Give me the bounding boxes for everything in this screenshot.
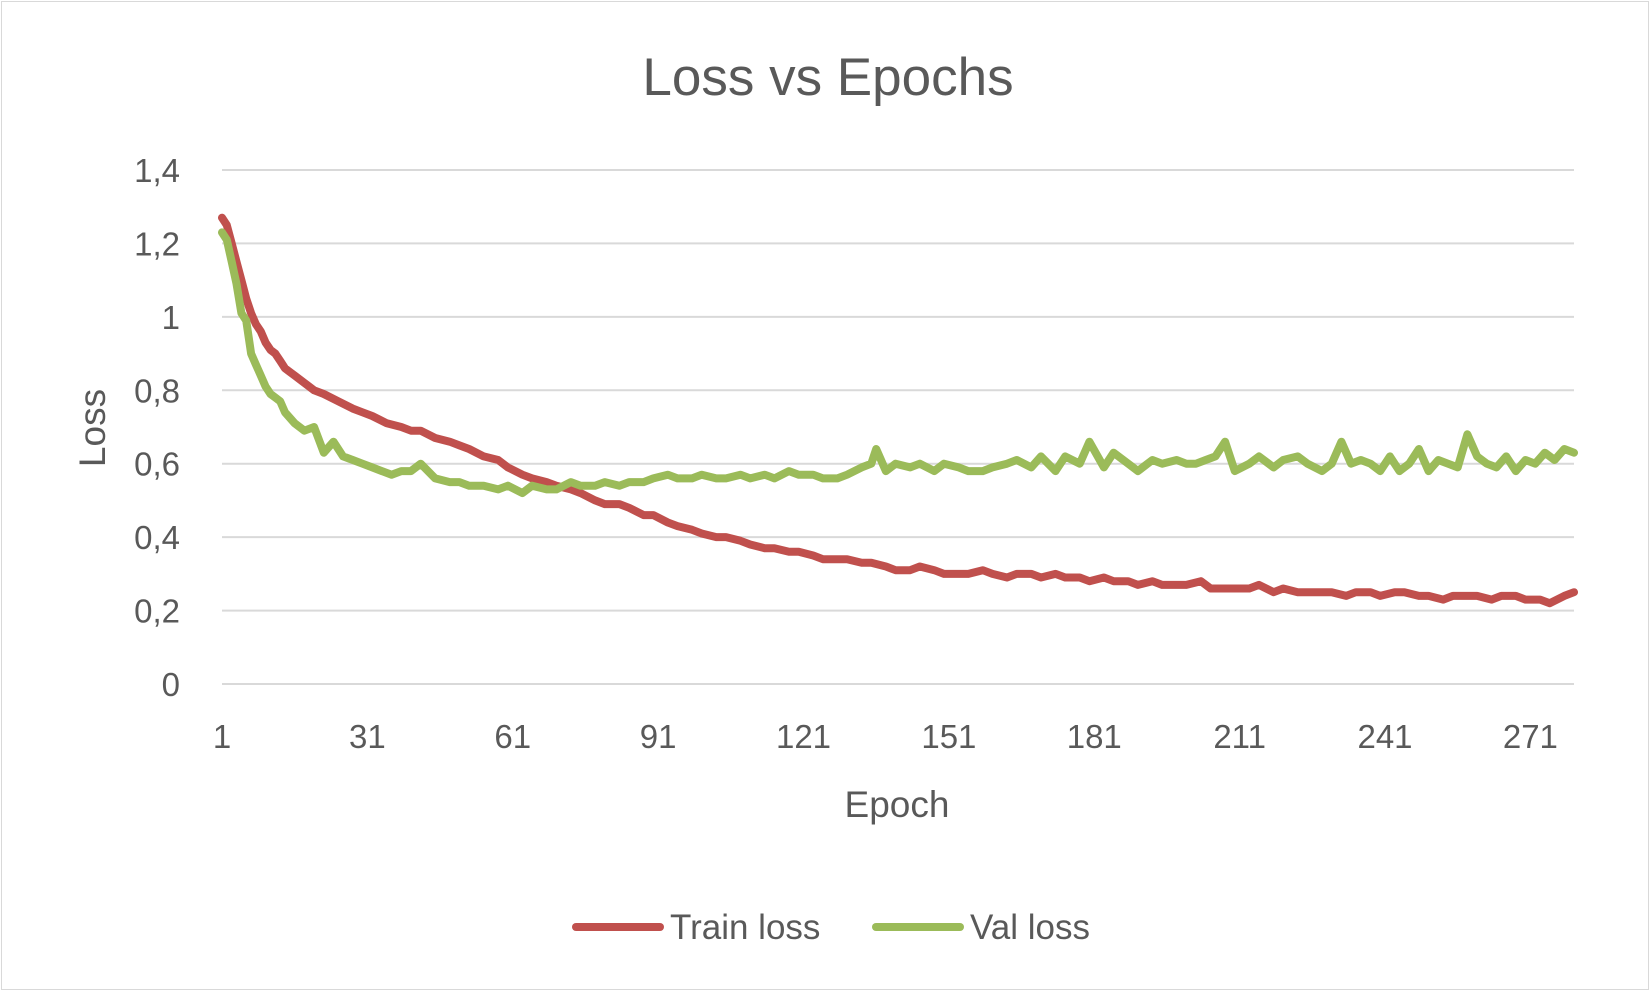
y-axis-title: Loss [72,389,113,467]
series-lines [218,213,1578,608]
legend: Train loss Val loss [572,908,1090,947]
series-line-val-loss [218,228,1578,498]
legend-label-train-loss: Train loss [670,908,820,947]
x-tick-label: 31 [349,718,386,755]
x-tick-label: 61 [494,718,531,755]
x-tick-label: 241 [1357,718,1412,755]
series-line-train-loss [218,213,1578,608]
y-tick-label: 0,8 [134,372,180,409]
x-tick-label: 181 [1067,718,1122,755]
x-tick-label: 121 [776,718,831,755]
x-tick-label: 151 [921,718,976,755]
x-tick-label: 271 [1503,718,1558,755]
y-axis-ticks: 0 0,2 0,4 0,6 0,8 1 1,2 1,4 [134,152,180,703]
y-tick-label: 1,2 [134,225,180,262]
y-tick-label: 0,6 [134,446,180,483]
x-axis-ticks: 1 31 61 91 121 151 181 211 241 271 [213,718,1558,755]
y-tick-label: 1 [162,299,180,336]
gridlines [222,169,1574,685]
y-tick-label: 0,2 [134,593,180,630]
x-tick-label: 91 [640,718,677,755]
y-tick-label: 1,4 [134,152,180,189]
y-tick-label: 0 [162,666,180,703]
x-tick-label: 1 [213,718,231,755]
chart-title: Loss vs Epochs [642,48,1013,107]
legend-label-val-loss: Val loss [970,908,1090,947]
x-tick-label: 211 [1213,718,1266,755]
y-tick-label: 0,4 [134,519,180,556]
x-axis-title: Epoch [845,784,950,825]
